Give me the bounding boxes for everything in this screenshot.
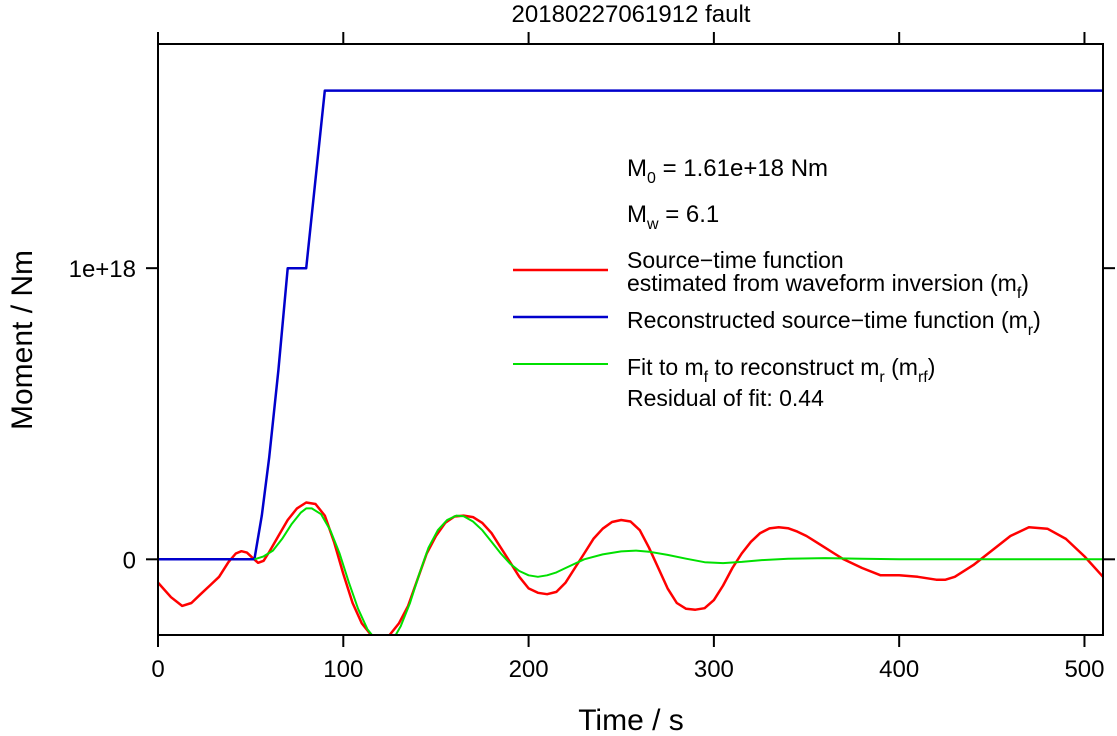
legend-label-2: Reconstructed source−time function (mr​) [627, 307, 1041, 339]
y-tick-label: 0 [123, 547, 136, 574]
x-tick-label: 100 [323, 656, 363, 683]
y-axis-title: Moment / Nm [6, 250, 39, 430]
annotation-seismic-moment: M0​ = 1.61e+18 Nm [627, 155, 828, 187]
x-tick-label: 300 [694, 656, 734, 683]
axes-layer: 0 100 200 300 400 500 0 1e+18 [69, 32, 1115, 683]
x-tick-label: 0 [151, 656, 164, 683]
legend-label-3: Fit to mf​ to reconstruct mr​ (mrf​) [627, 354, 935, 386]
annotation-moment-magnitude: Mw​ = 6.1 [627, 201, 719, 233]
chart-title: 20180227061912 fault [512, 1, 751, 28]
y-tick-label: 1e+18 [69, 256, 136, 283]
legend-label-1: estimated from waveform inversion (mf​) [627, 270, 1029, 302]
annotation-residual: Residual of fit: 0.44 [627, 385, 824, 411]
plot-frame [157, 43, 1104, 636]
x-axis-title: Time / s [578, 704, 684, 736]
series-layer [158, 89, 1103, 635]
x-tick-label: 200 [509, 656, 549, 683]
series-line-2 [158, 89, 1103, 561]
legend-label-1: Source−time function [627, 247, 844, 273]
series-line-3 [254, 507, 1103, 635]
x-tick-label: 500 [1064, 656, 1104, 683]
x-tick-label: 400 [879, 656, 919, 683]
